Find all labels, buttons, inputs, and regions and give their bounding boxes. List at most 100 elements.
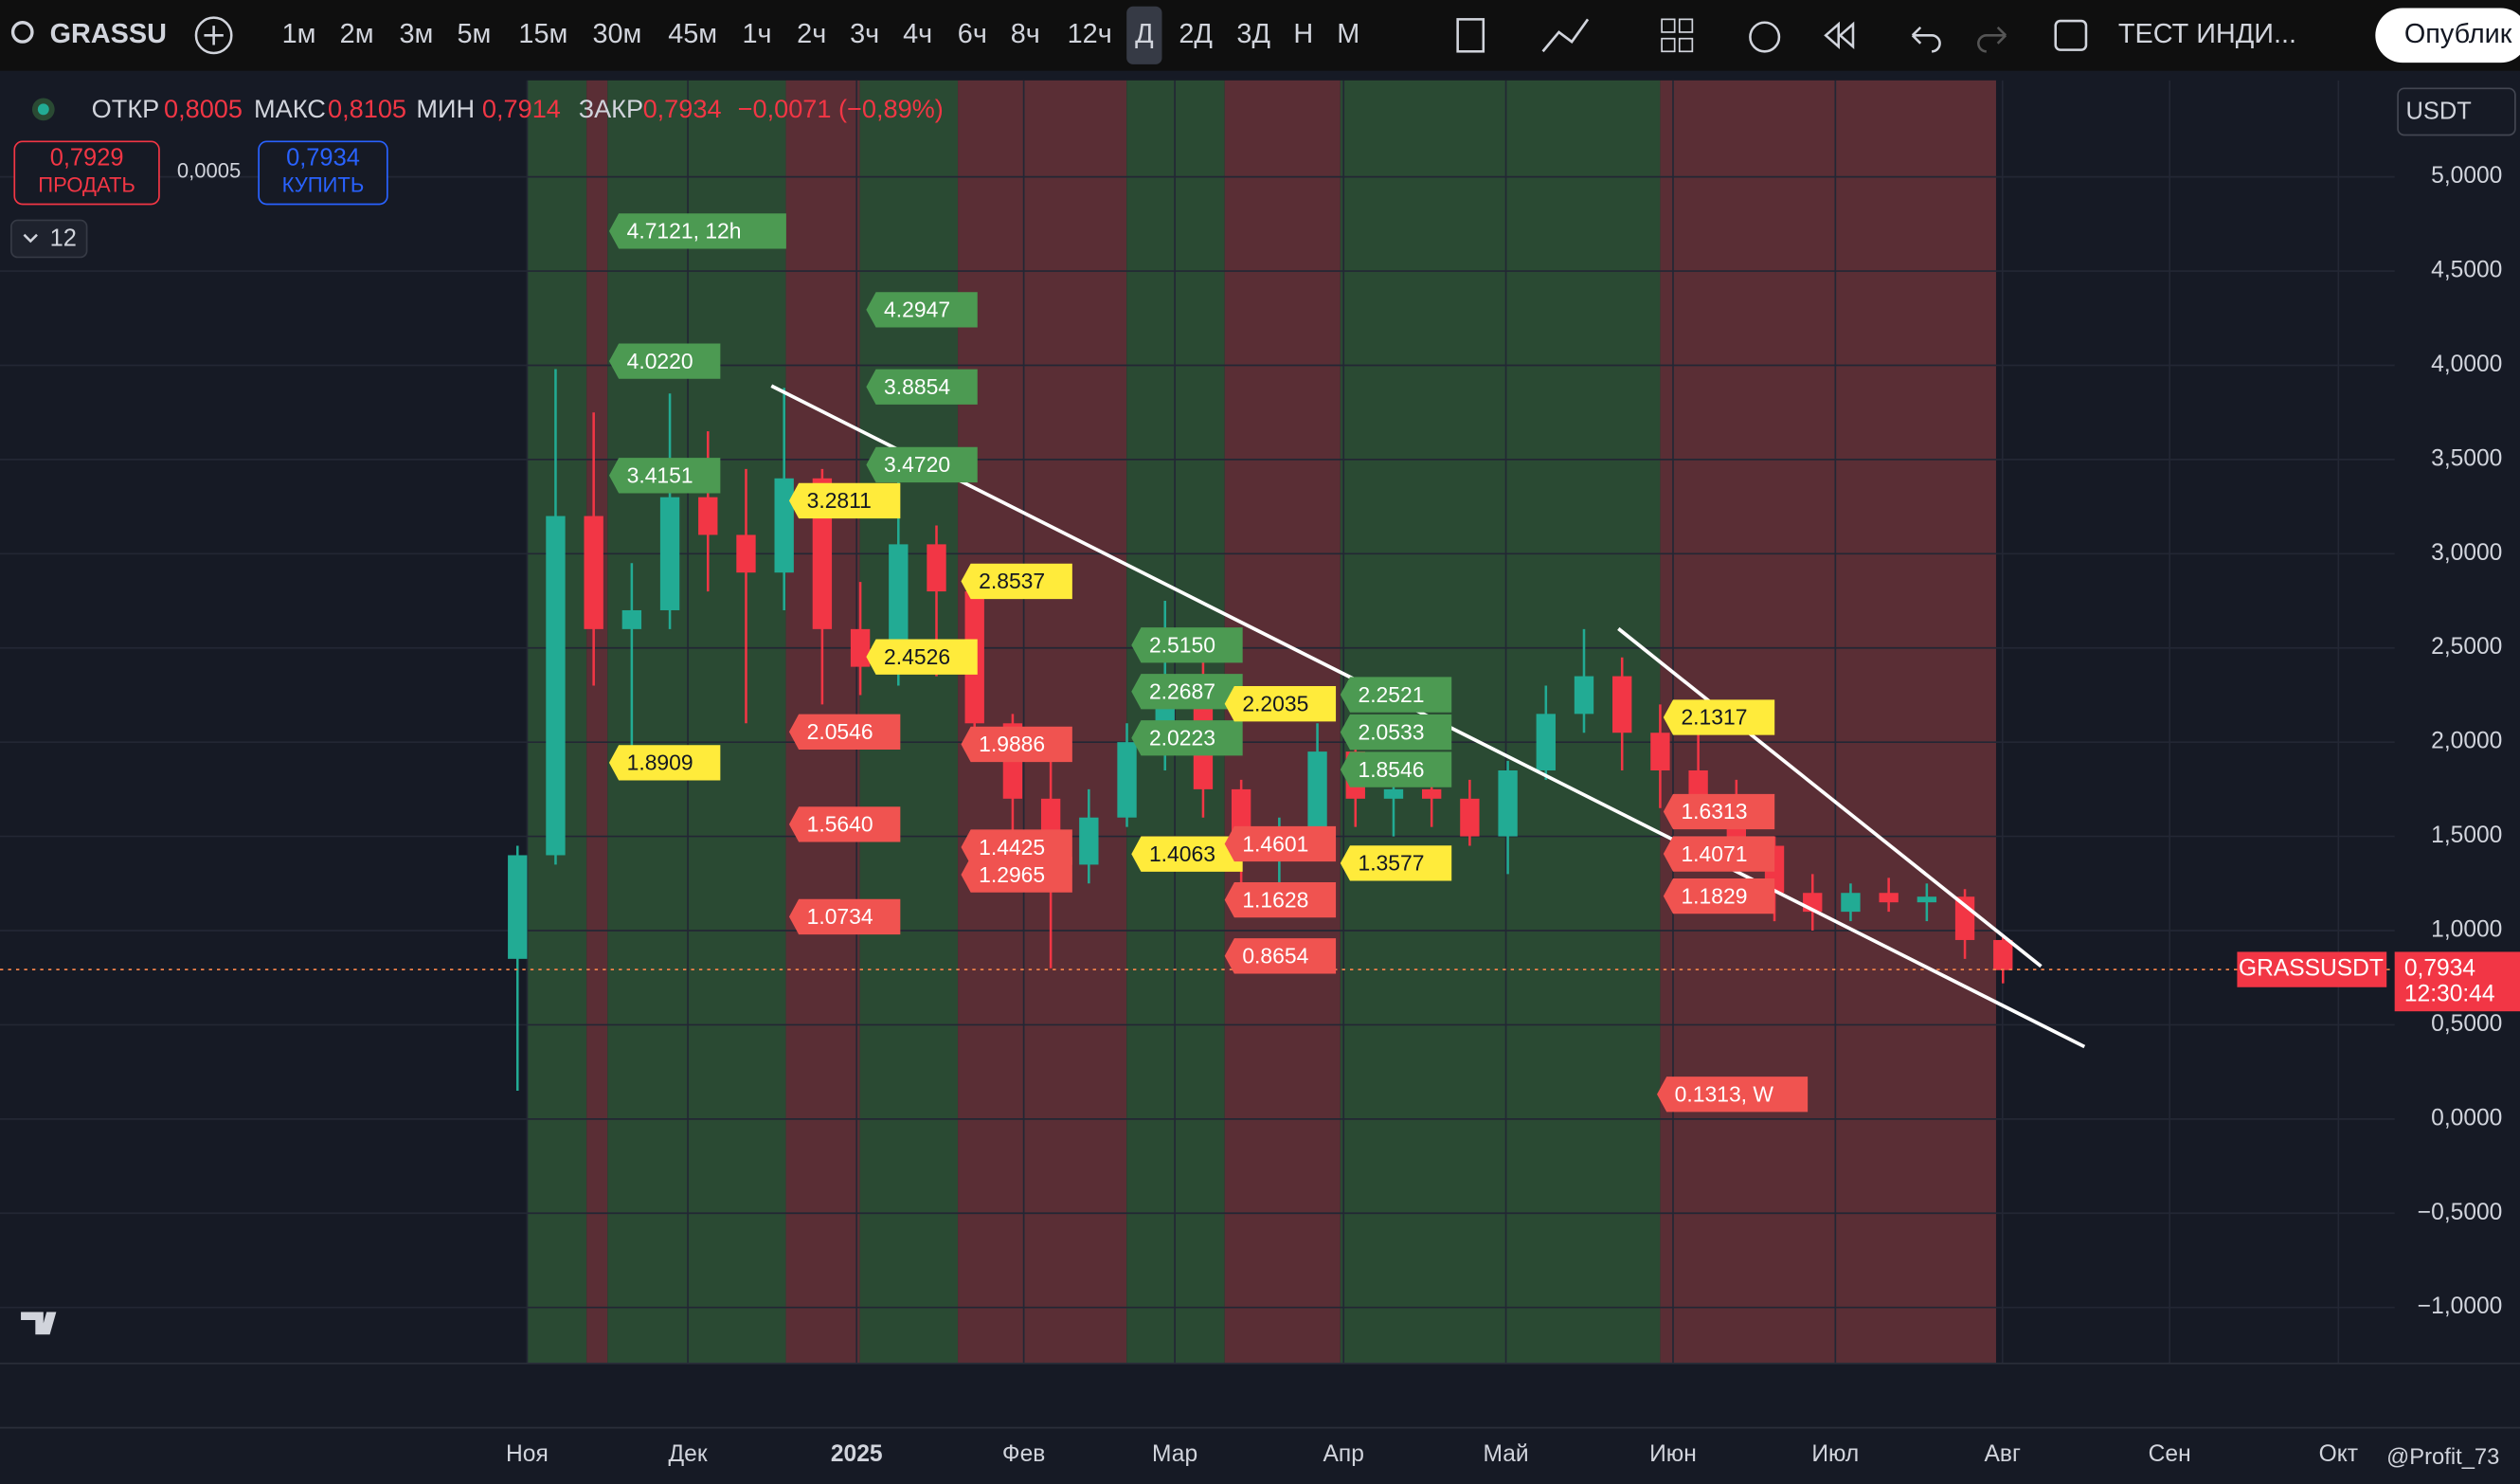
interval[interactable]: Д [1135, 19, 1154, 49]
candle-body [546, 516, 566, 856]
value-flag-label: 2.2035 [1242, 691, 1308, 715]
x-tick-label: Дек [669, 1441, 708, 1467]
value-flag [1224, 825, 1337, 862]
candle-body [736, 534, 756, 573]
y-tick-label: 5,0000 [2431, 163, 2502, 189]
interval[interactable]: 45м [668, 19, 717, 49]
value-flag [1663, 836, 1775, 872]
value-flag [788, 482, 901, 519]
search-icon[interactable] [10, 21, 34, 44]
x-tick-label: Июл [1811, 1441, 1859, 1467]
zone [958, 80, 1127, 1364]
interval[interactable]: 2м [340, 19, 374, 49]
interval[interactable]: 3Д [1236, 19, 1270, 49]
value-flag-label: 1.0734 [807, 904, 873, 929]
indicators-icon[interactable] [1541, 18, 1590, 53]
alert-icon[interactable] [1749, 21, 1781, 53]
spread: 0,0005 [177, 158, 241, 182]
value-flag [1224, 938, 1337, 974]
templates-icon [1678, 18, 1694, 33]
x-tick-label: Окт [2319, 1441, 2358, 1467]
interval[interactable]: 5м [458, 19, 492, 49]
interval[interactable]: Н [1293, 19, 1313, 49]
chart-type-icon[interactable] [1456, 18, 1485, 53]
redo-icon[interactable] [1977, 26, 2007, 53]
value-flag [1663, 878, 1775, 914]
y-tick-label: −0,5000 [2418, 1200, 2503, 1225]
annotations: 4.7121, 12h 4.0220 3.4151 1.8909 4.2947 3.885… [608, 213, 1809, 1113]
value-flag [1340, 751, 1452, 787]
x-tick-label: Мар [1152, 1441, 1197, 1467]
logo [21, 1312, 57, 1335]
value-flag-label: 1.1628 [1242, 887, 1308, 912]
buy-button[interactable] [258, 140, 388, 206]
layout-icon[interactable] [2054, 19, 2088, 51]
interval[interactable]: 1ч [742, 19, 771, 49]
value-flag [866, 639, 978, 675]
templates-icon[interactable] [1661, 18, 1676, 33]
price-countdown: 12:30:44 [2404, 982, 2495, 1007]
value-flag [961, 857, 1072, 893]
interval[interactable]: 1м [282, 19, 316, 49]
value-flag [1131, 674, 1243, 710]
interval[interactable]: 15м [518, 19, 567, 49]
candle-body [1307, 751, 1327, 837]
value-flag-label: 2.0223 [1149, 725, 1215, 750]
interval[interactable]: 6ч [958, 19, 987, 49]
interval[interactable]: 4ч [903, 19, 932, 49]
interval[interactable]: 8ч [1011, 19, 1040, 49]
sell-label: ПРОДАТЬ [38, 173, 135, 197]
add-symbol[interactable] [194, 16, 233, 55]
value-flag-label: 1.2965 [979, 862, 1045, 887]
indicators-count: 12 [50, 226, 77, 252]
templates-icon [1678, 37, 1694, 53]
interval-buttons: 1м 2м 3м 5м 15м 30м 45м 1ч 2ч 3ч 4ч 6ч 8ч 12ч Д 2Д 3Д Н М [282, 6, 1359, 64]
undo-icon[interactable] [1911, 26, 1941, 53]
y-tick-label: 2,5000 [2431, 634, 2502, 660]
buy-price: 0,7934 [286, 145, 360, 172]
value-flag-label: 4.0220 [627, 349, 693, 373]
candle-body [1841, 893, 1861, 913]
value-flag-label: 3.8854 [884, 374, 950, 399]
value-flag-label: 2.1317 [1681, 705, 1747, 730]
sell-button[interactable] [13, 140, 160, 206]
symbol[interactable]: GRASSU [50, 19, 167, 49]
currency-select[interactable] [2397, 87, 2516, 136]
value-flag-label: 2.0533 [1358, 719, 1424, 744]
value-flag-label: 1.3577 [1358, 851, 1424, 876]
indicators-toggle[interactable] [10, 219, 88, 259]
interval[interactable]: М [1337, 19, 1359, 49]
interval[interactable]: 3м [399, 19, 433, 49]
ohlc-label: ОТКР [92, 94, 160, 123]
interval[interactable]: 2Д [1179, 19, 1213, 49]
value-flag-label: 3.4720 [884, 452, 950, 477]
interval[interactable]: 30м [592, 19, 641, 49]
value-flag-label: 1.5640 [807, 812, 873, 837]
value-flag [1663, 793, 1775, 830]
x-tick-label: Фев [1002, 1441, 1045, 1467]
replay-icon[interactable] [1824, 21, 1855, 50]
value-flag-label: 4.2947 [884, 298, 950, 322]
interval[interactable]: 2ч [797, 19, 826, 49]
y-tick-label: 4,5000 [2431, 258, 2502, 283]
zone [1224, 80, 1341, 1364]
indicator-name[interactable]: ТЕСТ ИНДИ... [2118, 19, 2296, 49]
interval[interactable]: 12ч [1068, 19, 1112, 49]
interval[interactable]: 3ч [850, 19, 879, 49]
value-flag-label: 1.4425 [979, 835, 1045, 860]
value-flag-label: 1.6313 [1681, 799, 1747, 823]
y-tick-label: 0,0000 [2431, 1105, 2502, 1131]
x-tick-label: Июн [1649, 1441, 1697, 1467]
currency: USDT [2406, 98, 2472, 124]
publish-button[interactable] [2375, 8, 2520, 63]
value-flag [866, 292, 978, 328]
add-icon [204, 26, 224, 45]
x-tick-label: Авг [1985, 1441, 2021, 1467]
candle-body [1574, 676, 1594, 715]
value-flag [1131, 720, 1243, 756]
x-tick-label: Ноя [506, 1441, 549, 1467]
ohlc-label: МАКС [254, 94, 326, 123]
y-tick-label: 3,0000 [2431, 540, 2502, 566]
candle-body [850, 628, 871, 667]
